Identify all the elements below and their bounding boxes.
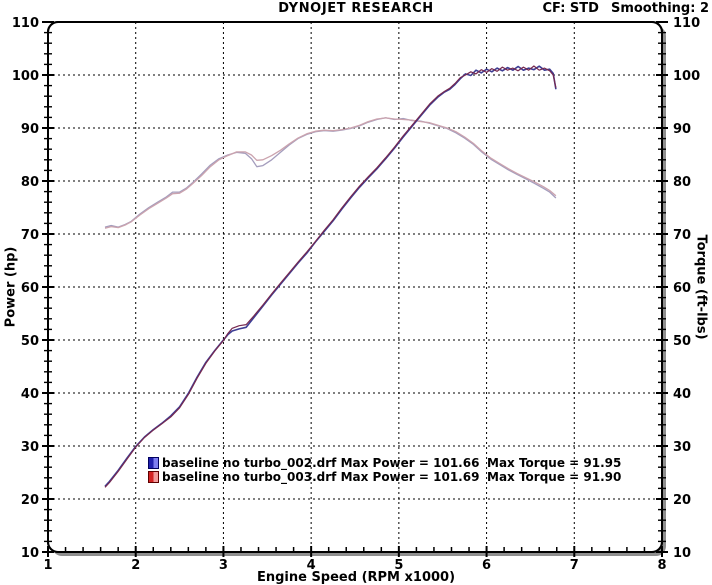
tick-label-torque: 30 xyxy=(673,440,691,455)
tick-label-torque: 10 xyxy=(673,546,691,561)
tick-label-torque: 100 xyxy=(673,69,700,84)
tick-label-rpm: 4 xyxy=(307,558,316,573)
tick-label-power: 60 xyxy=(21,281,39,296)
legend-label-run-003: baseline no turbo_003.drf Max Power = 10… xyxy=(162,470,480,484)
legend-label-run-002: baseline no turbo_002.drf Max Power = 10… xyxy=(162,456,480,470)
plot-frame-outline xyxy=(47,21,663,553)
tick-label-rpm: 7 xyxy=(570,558,579,573)
tick-label-rpm: 1 xyxy=(43,558,52,573)
tick-label-torque: 80 xyxy=(673,175,691,190)
smoothing-status: Smoothing: 2 xyxy=(610,1,709,16)
legend-swatch-blue-icon xyxy=(148,457,159,469)
tick-label-rpm: 5 xyxy=(394,558,403,573)
tick-label-power: 30 xyxy=(21,440,39,455)
right-axis-title-torque: Torque (ft-lbs) xyxy=(693,234,709,340)
tick-label-rpm: 6 xyxy=(482,558,491,573)
legend-max-torque-run-002: Max Torque = 91.95 xyxy=(487,456,622,470)
left-axis-title-power: Power (hp) xyxy=(3,246,19,328)
tick-label-power: 100 xyxy=(12,69,39,84)
tick-label-torque: 60 xyxy=(673,281,691,296)
tick-label-power: 50 xyxy=(21,334,39,349)
tick-label-power: 10 xyxy=(21,546,39,561)
tick-label-torque: 90 xyxy=(673,122,691,137)
tick-label-power: 110 xyxy=(12,16,39,31)
tick-label-torque: 20 xyxy=(673,493,691,508)
torque_003-curve xyxy=(104,117,557,229)
tick-label-torque: 110 xyxy=(673,16,700,31)
correction-smoothing-status: CF: STD Smoothing: 2 xyxy=(543,1,710,16)
tick-label-rpm: 3 xyxy=(219,558,228,573)
tick-label-power: 80 xyxy=(21,175,39,190)
tick-label-power: 40 xyxy=(21,387,39,402)
legend-row-run-003: baseline no turbo_003.drf Max Power = 10… xyxy=(148,470,621,484)
tick-label-power: 70 xyxy=(21,228,39,243)
power_003-curve xyxy=(104,65,557,488)
correction-factor-status: CF: STD xyxy=(542,1,599,16)
x-axis-title-engine-speed: Engine Speed (RPM x1000) xyxy=(256,570,456,585)
tick-label-torque: 70 xyxy=(673,228,691,243)
tick-label-torque: 50 xyxy=(673,334,691,349)
legend-max-torque-run-003: Max Torque = 91.90 xyxy=(487,470,622,484)
legend-swatch-red-icon xyxy=(148,471,159,483)
legend-row-run-002: baseline no turbo_002.drf Max Power = 10… xyxy=(148,456,621,470)
chart-title: DYNOJET RESEARCH xyxy=(278,1,434,16)
tick-label-power: 20 xyxy=(21,493,39,508)
tick-label-torque: 40 xyxy=(673,387,691,402)
tick-label-power: 90 xyxy=(21,122,39,137)
tick-label-rpm: 8 xyxy=(657,558,666,573)
legend: baseline no turbo_002.drf Max Power = 10… xyxy=(148,456,621,484)
tick-label-rpm: 2 xyxy=(131,558,140,573)
